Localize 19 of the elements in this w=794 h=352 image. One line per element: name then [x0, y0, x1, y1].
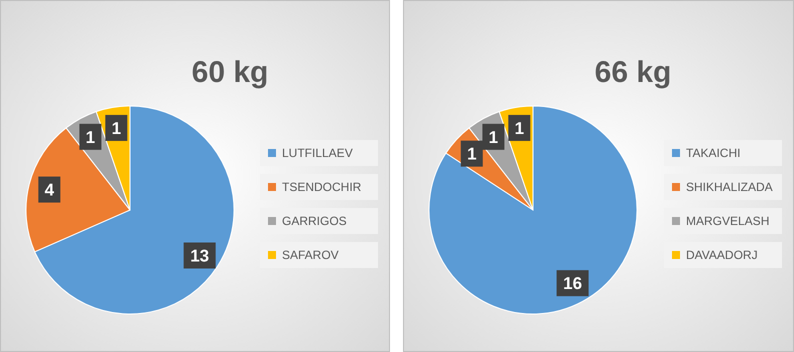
chart-title: 60 kg: [192, 56, 268, 89]
slice-label: LUTFILLAEV: [282, 146, 353, 160]
slice-label: TAKAICHI: [686, 146, 740, 160]
data-label: 16: [563, 274, 582, 294]
data-label: 1: [467, 144, 477, 164]
data-label: 1: [86, 128, 96, 147]
data-label: 4: [44, 180, 55, 200]
data-label: 1: [514, 118, 524, 138]
legend-label: MARGVELASH: [686, 214, 770, 228]
data-label: 13: [190, 246, 210, 266]
legend-label: SAFAROV: [282, 248, 339, 262]
pie-slice: [428, 106, 638, 314]
data-label: 1: [488, 128, 498, 147]
legend-label: SHIKHALIZADA: [686, 180, 773, 194]
chart-title: 66 kg: [594, 56, 672, 89]
legend-label: GARRIGOS: [282, 214, 347, 228]
legend-label: TSENDOCHIR: [282, 180, 362, 194]
data-label: 1: [112, 118, 122, 138]
legend-label: DAVAADORJ: [686, 248, 758, 262]
